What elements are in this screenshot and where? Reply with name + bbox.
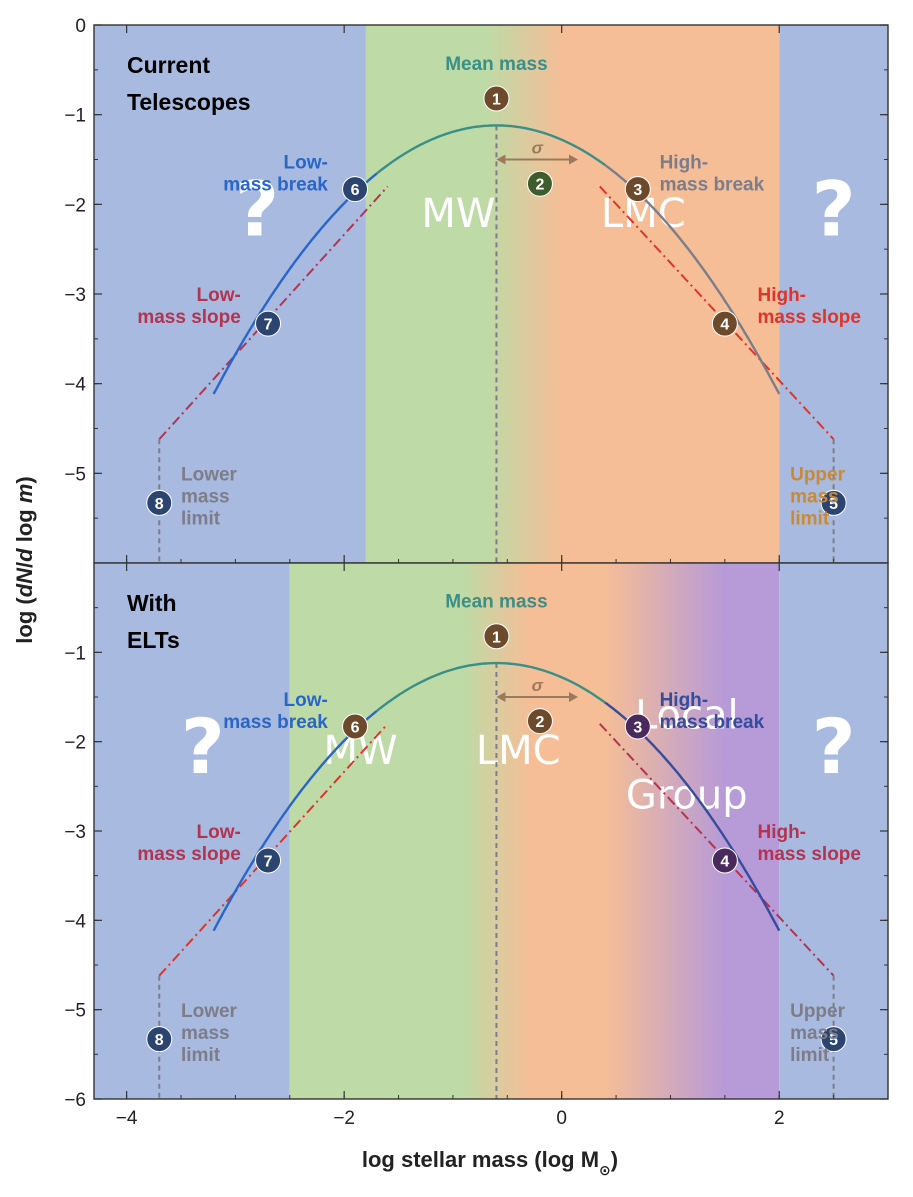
panel-title: Current Telescopes — [127, 52, 251, 115]
annotation-number-4: 4 — [720, 853, 729, 870]
annotation-number-8: 8 — [155, 496, 164, 513]
x-axis-label: log stellar mass (log M⊙) — [362, 1147, 618, 1178]
annotation-marker-7 — [255, 847, 282, 874]
high-mass-power-law-tail-line — [599, 723, 835, 977]
y-tick-label: −5 — [64, 464, 86, 485]
background-region — [94, 563, 290, 1099]
annotation-number-3: 3 — [633, 719, 642, 736]
background-region — [779, 25, 888, 563]
background-region — [289, 563, 780, 1099]
background-region — [779, 563, 888, 1099]
sigma-label: σ — [532, 139, 544, 158]
annotation-number-6: 6 — [351, 182, 360, 199]
region-label: MW — [421, 191, 495, 237]
low-mass-power-law-tail-line — [158, 723, 389, 977]
annotation-label-5: Upper mass limit — [790, 1001, 846, 1066]
annotation-label-1: Mean mass — [445, 592, 547, 613]
annotation-marker-1 — [483, 85, 510, 112]
x-tick-label: −4 — [116, 1108, 138, 1129]
annotation-label-3: High-mass break — [660, 152, 765, 195]
annotation-label-6: Low-mass break — [223, 690, 328, 733]
annotation-marker-1 — [483, 623, 510, 650]
y-tick-label: −3 — [64, 285, 86, 306]
y-tick-label: −6 — [64, 1090, 86, 1111]
background-region — [94, 25, 366, 563]
y-tick-label: 0 — [75, 16, 86, 37]
annotation-label-5: Upper mass limit — [790, 465, 846, 530]
annotation-number-1: 1 — [492, 92, 501, 109]
sigma-label: σ — [532, 676, 544, 695]
annotation-marker-4 — [711, 310, 738, 337]
annotation-label-6: Low-mass break — [223, 152, 328, 195]
annotation-marker-8 — [146, 489, 173, 516]
annotation-label-7: Low-mass slope — [137, 822, 241, 865]
annotation-label-1: Mean mass — [445, 54, 547, 75]
background-region — [365, 25, 780, 563]
unknown-question-mark: ? — [235, 165, 279, 254]
annotation-number-6: 6 — [351, 719, 360, 736]
x-tick-label: −2 — [333, 1108, 355, 1129]
annotation-number-5: 5 — [829, 1032, 838, 1049]
y-tick-label: −5 — [64, 1001, 86, 1022]
panel-title: With ELTs — [127, 590, 180, 653]
annotation-number-5: 5 — [829, 496, 838, 513]
annotation-marker-5 — [820, 1026, 847, 1053]
annotation-label-4: High-mass slope — [757, 822, 861, 865]
annotation-marker-2 — [526, 170, 553, 197]
annotation-number-2: 2 — [535, 714, 544, 731]
annotation-marker-3 — [624, 176, 651, 203]
sigma-arrowhead-right — [569, 154, 579, 165]
annotation-label-8: Lower mass limit — [181, 1001, 238, 1066]
annotation-number-7: 7 — [264, 317, 273, 334]
unknown-question-mark: ? — [812, 702, 856, 791]
annotation-marker-3 — [624, 713, 651, 740]
y-tick-label: −2 — [64, 733, 86, 754]
unknown-question-mark: ? — [812, 165, 856, 254]
annotation-marker-6 — [342, 176, 369, 203]
y-axis-label: log (dN/d log m) — [12, 476, 37, 643]
annotation-marker-4 — [711, 847, 738, 874]
high-mass-power-law-tail-line — [599, 185, 835, 440]
annotation-label-4: High-mass slope — [757, 285, 861, 328]
annotation-marker-5 — [820, 489, 847, 516]
y-tick-label: −4 — [64, 911, 86, 932]
annotation-number-3: 3 — [633, 182, 642, 199]
annotation-number-4: 4 — [720, 317, 729, 334]
annotation-label-3: High-mass break — [660, 690, 765, 733]
region-label: Group — [626, 773, 748, 819]
annotation-marker-8 — [146, 1026, 173, 1053]
lognormal-curve-center — [376, 124, 606, 175]
unknown-question-mark: ? — [181, 702, 225, 791]
annotation-number-2: 2 — [535, 177, 544, 194]
sigma-arrowhead-right — [569, 692, 579, 702]
region-label: Local — [635, 692, 739, 738]
annotation-marker-7 — [255, 310, 282, 337]
annotation-number-7: 7 — [264, 853, 273, 870]
low-mass-power-law-tail-line — [158, 185, 389, 440]
annotation-number-8: 8 — [155, 1032, 164, 1049]
y-tick-label: −3 — [64, 822, 86, 843]
sigma-arrowhead-left — [496, 692, 506, 702]
annotation-marker-6 — [342, 713, 369, 740]
y-tick-label: −2 — [64, 195, 86, 216]
sigma-arrowhead-left — [496, 154, 506, 165]
y-tick-label: −1 — [64, 106, 86, 127]
y-tick-label: −1 — [64, 643, 86, 664]
y-tick-label: −4 — [64, 375, 86, 396]
annotation-label-8: Lower mass limit — [181, 465, 238, 530]
x-tick-label: 2 — [774, 1108, 785, 1129]
region-label: LMC — [476, 728, 561, 774]
annotation-label-7: Low-mass slope — [137, 285, 241, 328]
x-tick-label: 0 — [556, 1108, 567, 1129]
lognormal-curve-center — [376, 661, 606, 712]
annotation-number-1: 1 — [492, 629, 501, 646]
annotation-marker-2 — [526, 708, 553, 735]
